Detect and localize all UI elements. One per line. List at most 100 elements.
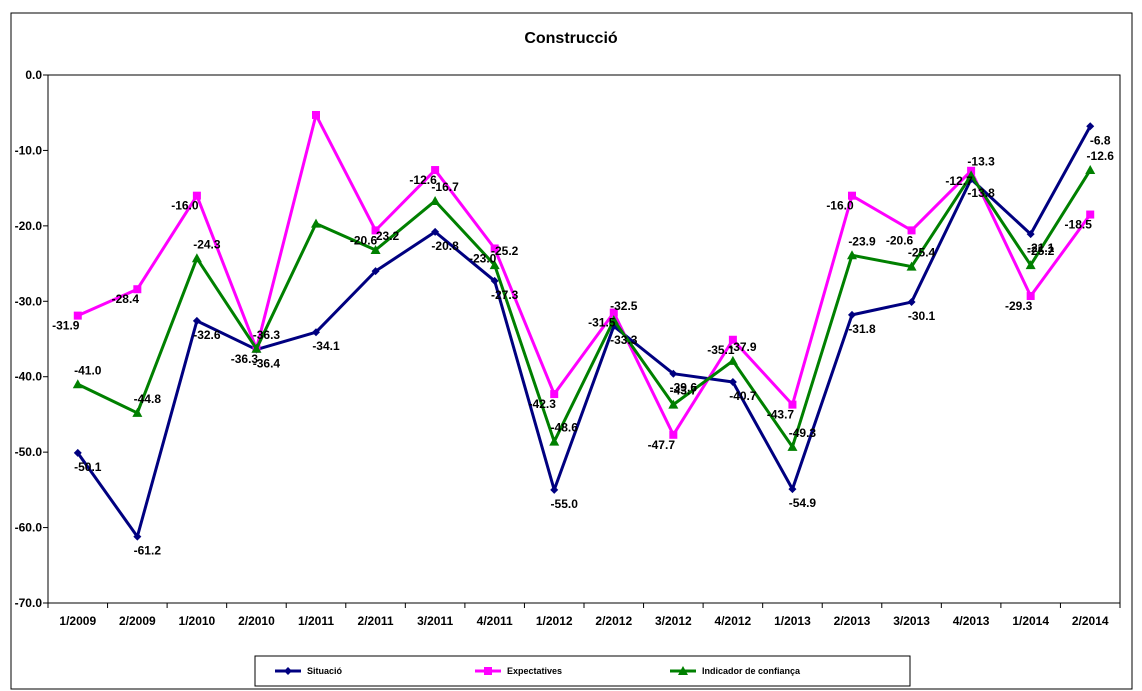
data-label: -42.3 xyxy=(529,397,557,411)
data-point xyxy=(371,267,380,276)
data-label: -35.1 xyxy=(707,343,735,357)
data-label: -36.3 xyxy=(231,352,259,366)
data-point xyxy=(907,226,916,235)
legend-marker xyxy=(284,667,292,675)
data-label: -13.3 xyxy=(967,154,995,168)
data-label: -16.0 xyxy=(826,199,854,213)
data-label: -40.7 xyxy=(729,389,757,403)
data-point xyxy=(669,369,678,378)
data-point xyxy=(370,244,381,254)
data-point xyxy=(73,311,82,320)
data-point xyxy=(787,441,798,451)
data-point xyxy=(431,166,440,175)
data-label: -23.2 xyxy=(372,229,400,243)
legend-marker xyxy=(678,666,688,675)
y-tick-label: -30.0 xyxy=(15,294,43,308)
data-point xyxy=(788,400,797,409)
data-label: -23.0 xyxy=(469,251,497,265)
x-tick-label: 4/2013 xyxy=(953,614,990,628)
data-label: -36.3 xyxy=(253,328,281,342)
data-point xyxy=(966,170,977,180)
data-point xyxy=(132,407,143,417)
data-point xyxy=(1026,292,1035,301)
y-tick-label: -60.0 xyxy=(15,521,43,535)
data-label: -12.6 xyxy=(1087,149,1115,163)
data-point xyxy=(133,532,142,541)
x-tick-label: 1/2013 xyxy=(774,614,811,628)
data-point xyxy=(609,308,618,317)
x-tick-label: 2/2013 xyxy=(834,614,871,628)
y-tick-label: -10.0 xyxy=(15,143,43,157)
legend-label: Indicador de confiança xyxy=(702,666,801,676)
legend-marker xyxy=(484,667,492,675)
data-label: -54.9 xyxy=(789,496,817,510)
data-label: -20.6 xyxy=(350,233,378,247)
x-tick-label: 3/2012 xyxy=(655,614,692,628)
data-label: -32.5 xyxy=(610,299,638,313)
data-labels: -50.1 -61.2 -32.6 -36.4 -34.1 -20.8 -27.3 -55.0… xyxy=(52,133,1114,557)
data-point xyxy=(490,244,499,253)
chart-title: Construcció xyxy=(524,30,618,47)
data-point xyxy=(848,191,856,200)
x-tick-label: 3/2013 xyxy=(893,614,930,628)
data-point xyxy=(1086,210,1095,219)
data-label: -21.1 xyxy=(1027,241,1055,255)
data-point xyxy=(728,335,737,344)
data-point xyxy=(668,399,679,409)
data-point xyxy=(550,485,559,494)
y-tick-label: -40.0 xyxy=(15,370,43,384)
x-tick-label: 2/2009 xyxy=(119,614,156,628)
data-point xyxy=(490,276,499,285)
data-point xyxy=(1026,230,1035,239)
data-point xyxy=(906,261,917,271)
data-point xyxy=(430,195,441,205)
data-point xyxy=(608,315,619,325)
data-label: -32.6 xyxy=(193,328,221,342)
y-tick-label: -70.0 xyxy=(15,596,43,610)
data-label: -23.9 xyxy=(848,234,876,248)
data-label: -31.8 xyxy=(848,322,876,336)
data-label: -27.3 xyxy=(491,288,519,302)
x-tick-label: 2/2014 xyxy=(1072,614,1109,628)
legend-label: Situació xyxy=(307,666,343,676)
x-tick-label: 4/2011 xyxy=(477,614,513,628)
data-point xyxy=(489,260,500,270)
data-label: -55.0 xyxy=(551,497,579,511)
legend-box xyxy=(254,655,911,687)
data-point xyxy=(1086,122,1095,131)
data-point xyxy=(72,379,83,389)
x-axis: 1/2009 2/2009 1/2010 2/2010 1/2011 2/2011 3/20… xyxy=(47,603,1121,628)
series-line xyxy=(77,169,1092,449)
data-label: -12.7 xyxy=(945,174,973,188)
data-label: -44.8 xyxy=(134,392,162,406)
data-point xyxy=(191,253,202,263)
data-label: -28.4 xyxy=(112,292,140,306)
x-tick-label: 1/2011 xyxy=(298,614,334,628)
data-point xyxy=(727,355,738,365)
series-3 xyxy=(72,165,1096,451)
x-tick-label: 2/2010 xyxy=(238,614,275,628)
y-tick-label: 0.0 xyxy=(25,68,42,82)
data-point xyxy=(312,110,320,119)
data-label: -61.2 xyxy=(134,544,162,558)
legend: Situació Expectatives Indicador de confian… xyxy=(254,655,911,687)
data-label: -25.2 xyxy=(1027,244,1055,258)
series-line xyxy=(77,113,1092,437)
data-point xyxy=(311,218,321,228)
data-label: -13.8 xyxy=(967,186,995,200)
data-label: -20.6 xyxy=(886,233,914,247)
data-label: -31.5 xyxy=(588,316,616,330)
data-label: -25.2 xyxy=(491,244,519,258)
x-tick-label: 2/2011 xyxy=(358,614,394,628)
data-point xyxy=(847,250,857,260)
data-point xyxy=(192,316,201,325)
data-label: -47.7 xyxy=(648,438,676,452)
x-tick-label: 4/2012 xyxy=(715,614,752,628)
x-tick-label: 1/2014 xyxy=(1012,614,1049,628)
y-axis: 0.0 -10.0 -20.0 -30.0 -40.0 -50.0 -60.0 -70.0 xyxy=(15,68,48,610)
data-label: -18.5 xyxy=(1065,218,1093,232)
series-line xyxy=(76,125,1092,539)
x-tick-label: 1/2010 xyxy=(179,614,216,628)
data-point xyxy=(907,298,916,307)
data-label: -37.9 xyxy=(729,340,757,354)
